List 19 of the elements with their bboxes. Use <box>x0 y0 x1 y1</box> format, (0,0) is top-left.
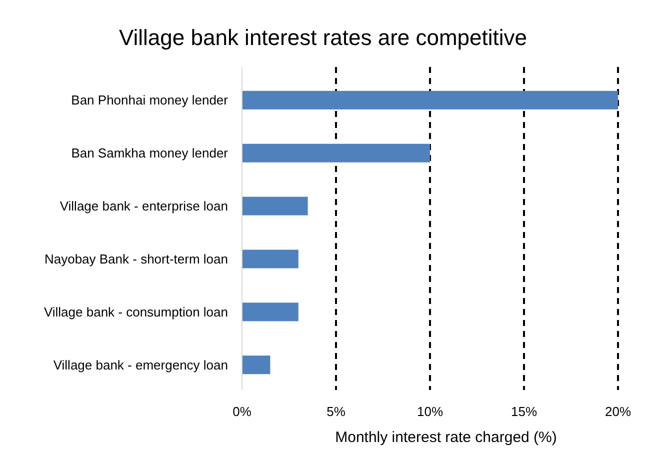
y-tick-label: Ban Phonhai money lender <box>71 92 229 108</box>
x-tick-label: 15% <box>510 404 538 419</box>
x-tick-label: 5% <box>326 404 346 419</box>
y-tick-label: Village bank - enterprise loan <box>60 198 228 214</box>
y-tick-label: Ban Samkha money lender <box>71 146 229 161</box>
y-tick-label: Village bank - consumption loan <box>44 304 228 320</box>
bar <box>242 196 308 216</box>
x-axis-title: Monthly interest rate charged (%) <box>335 429 557 446</box>
bar <box>242 250 298 268</box>
y-tick-label: Village bank - emergency loan <box>53 357 228 372</box>
bar <box>242 302 298 322</box>
x-tick-label: 20% <box>604 404 632 419</box>
bar <box>242 144 430 162</box>
bar <box>242 90 618 110</box>
y-tick-label: Nayobay Bank - short-term loan <box>44 252 228 267</box>
chart-title: Village bank interest rates are competitive <box>118 25 528 50</box>
bar <box>242 356 270 374</box>
x-tick-label: 0% <box>232 404 252 419</box>
x-tick-label: 10% <box>416 404 444 419</box>
